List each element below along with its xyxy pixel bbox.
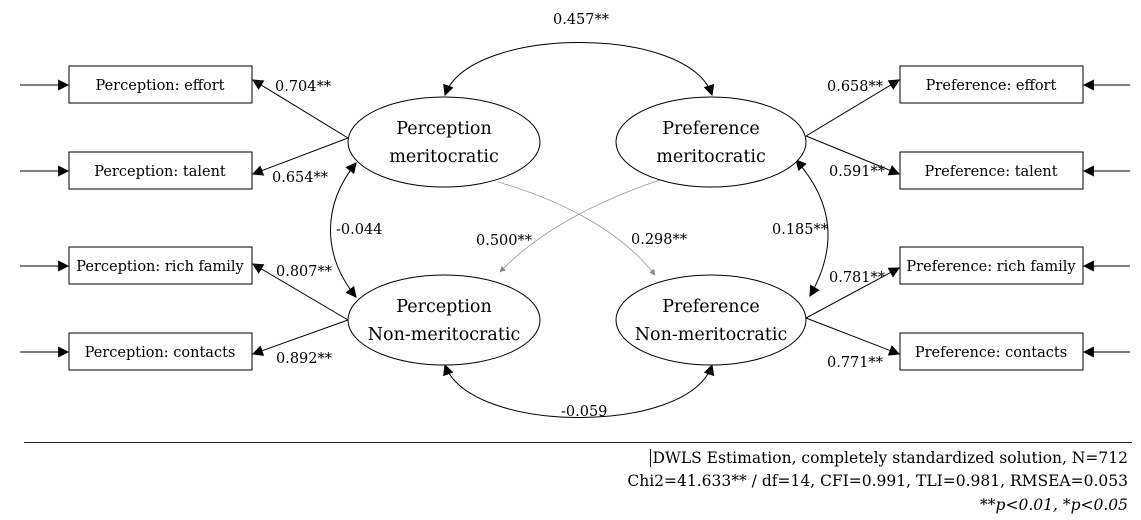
loading-value: 0.892** xyxy=(276,351,333,367)
covariance-coefficients: 0.457** -0.044 0.185** -0.059 0.500** 0.… xyxy=(336,12,829,420)
latent-label: meritocratic xyxy=(656,147,766,167)
ellipse-perc-merit xyxy=(347,96,541,188)
latent-label: Non-meritocratic xyxy=(635,325,788,345)
latent-label: Perception xyxy=(396,297,492,317)
latent-labels: Perception meritocratic Preference merit… xyxy=(368,119,788,345)
covariance-value: -0.044 xyxy=(336,222,382,238)
cov-curve-bottom xyxy=(443,363,715,418)
loading-arrow-pref-contacts xyxy=(805,317,901,356)
indicator-labels: Perception: effort Perception: talent Pe… xyxy=(76,78,1076,361)
box-perc-effort xyxy=(68,65,253,104)
fit-statistics-note: Chi2=41.633** / df=14, CFI=0.991, TLI=0.… xyxy=(627,472,1128,490)
indicator-label: Perception: effort xyxy=(96,78,225,94)
cov-curve-cross-b xyxy=(497,181,656,276)
loading-value: 0.807** xyxy=(276,264,333,280)
covariance-value: 0.185** xyxy=(772,222,829,238)
cross-covariances xyxy=(497,179,661,276)
indicator-boxes xyxy=(68,65,1084,371)
indicator-label: Perception: talent xyxy=(94,164,226,180)
loading-value: 0.654** xyxy=(272,170,329,186)
covariance-value: 0.298** xyxy=(631,232,688,248)
box-perc-talent xyxy=(68,151,253,190)
loading-coefficients: 0.704** 0.654** 0.807** 0.892** 0.658** … xyxy=(272,79,886,371)
indicator-label: Perception: rich family xyxy=(76,259,244,275)
ellipse-pref-nonmerit xyxy=(615,274,807,366)
loading-value: 0.771** xyxy=(827,355,884,371)
indicator-label: Preference: effort xyxy=(926,78,1057,94)
loading-arrows xyxy=(251,79,901,356)
box-pref-effort xyxy=(899,65,1084,104)
significance-note: **p<0.01, *p<0.05 xyxy=(980,496,1128,514)
loading-value: 0.591** xyxy=(829,164,886,180)
box-pref-talent xyxy=(899,151,1084,190)
covariance-value: 0.457** xyxy=(553,12,610,28)
loading-value: 0.658** xyxy=(827,79,884,95)
loading-arrow-perc-talent xyxy=(251,137,349,176)
indicator-label: Preference: rich family xyxy=(906,259,1076,275)
covariance-value: -0.059 xyxy=(561,404,607,420)
latent-label: Perception xyxy=(396,119,492,139)
footer-divider xyxy=(24,442,1132,443)
indicator-label: Preference: contacts xyxy=(915,345,1067,361)
box-pref-rich xyxy=(899,246,1084,285)
latent-label: Preference xyxy=(662,297,759,317)
cov-curve-left xyxy=(330,162,357,298)
indicator-label: Perception: contacts xyxy=(85,345,236,361)
error-arrows xyxy=(20,79,1130,358)
covariance-curves xyxy=(330,42,829,418)
cov-curve-top xyxy=(443,42,715,97)
loading-value: 0.704** xyxy=(275,79,332,95)
indicator-label: Preference: talent xyxy=(924,164,1057,180)
ellipse-perc-nonmerit xyxy=(347,274,541,366)
loading-arrow-perc-contacts xyxy=(251,319,349,356)
cov-curve-right xyxy=(795,159,829,297)
box-perc-rich xyxy=(68,246,253,285)
latent-label: meritocratic xyxy=(389,147,499,167)
sem-path-diagram: Perception: effort Perception: talent Pe… xyxy=(20,12,1130,420)
loading-value: 0.781** xyxy=(829,270,886,286)
loading-arrow-perc-rich xyxy=(252,263,349,321)
loading-arrow-pref-effort xyxy=(805,79,900,137)
loading-arrow-pref-talent xyxy=(805,135,901,176)
loading-arrow-pref-rich xyxy=(805,267,900,319)
covariance-value: 0.500** xyxy=(476,233,533,249)
cov-curve-cross-a xyxy=(499,179,661,273)
loading-arrow-perc-effort xyxy=(252,79,349,139)
ellipse-pref-merit xyxy=(615,96,807,188)
latent-label: Preference xyxy=(662,119,759,139)
latent-label: Non-meritocratic xyxy=(368,325,521,345)
latent-ellipses xyxy=(347,96,807,366)
estimation-note: DWLS Estimation, completely standardized… xyxy=(650,449,1128,467)
box-pref-contacts xyxy=(899,332,1084,371)
